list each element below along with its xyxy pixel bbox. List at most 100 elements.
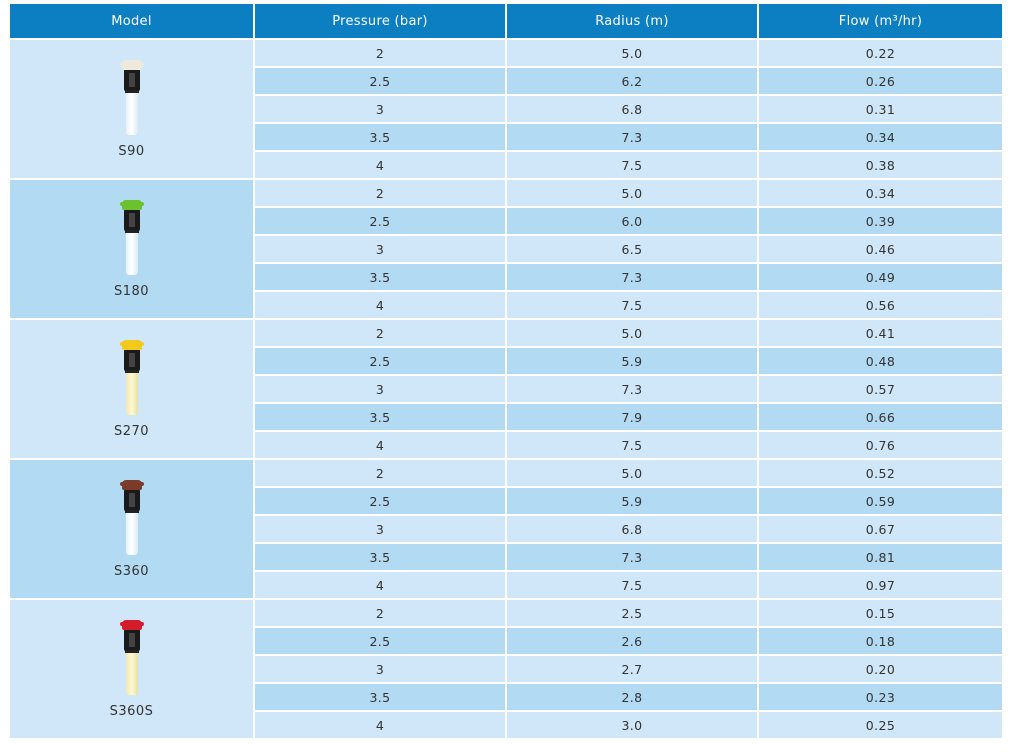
flow-cell: 0.46	[758, 234, 1002, 263]
radius-cell: 7.5	[506, 150, 759, 179]
flow-cell: 0.15	[758, 598, 1002, 627]
table-row: 3 6.5 0.46	[10, 234, 1002, 263]
table-row: S360S 2 2.5 0.15	[10, 598, 1002, 738]
model-cell: S360	[10, 458, 255, 599]
table-row: 3.5 2.8 0.23	[10, 682, 1002, 711]
flow-cell: 0.41	[758, 318, 1002, 347]
table-row: 3 6.8 0.31	[10, 94, 1002, 123]
pressure-cell: 2.5	[254, 486, 507, 515]
flow-cell: 0.48	[758, 346, 1002, 375]
pressure-cell: 3	[254, 94, 507, 123]
pressure-cell: 3.5	[254, 542, 507, 571]
table-row: S90 2 5.0 0.22	[10, 38, 1002, 179]
pressure-cell: 2.5	[254, 206, 507, 235]
nozzle-cap	[119, 479, 144, 490]
pressure-cell: 2.5	[254, 346, 507, 375]
pressure-cell: 3.5	[254, 262, 507, 291]
radius-cell: 7.9	[506, 402, 759, 431]
pressure-cell: 4	[254, 570, 507, 599]
table-row: 4 3.0 0.25	[10, 710, 1002, 738]
radius-cell: 2.5	[506, 598, 759, 627]
flow-cell: 0.31	[758, 94, 1002, 123]
radius-cell: 7.3	[506, 122, 759, 151]
nozzle-image	[117, 199, 147, 276]
flow-cell: 0.26	[758, 66, 1002, 95]
model-label: S360S	[109, 703, 154, 719]
flow-cell: 0.67	[758, 514, 1002, 543]
model-label: S90	[118, 143, 145, 159]
radius-cell: 5.0	[506, 458, 759, 487]
flow-cell: 0.23	[758, 682, 1002, 711]
flow-cell: 0.76	[758, 430, 1002, 459]
flow-cell: 0.39	[758, 206, 1002, 235]
pressure-cell: 3	[254, 234, 507, 263]
flow-cell: 0.59	[758, 486, 1002, 515]
nozzle-cap	[119, 59, 144, 70]
spec-table-container: Model Pressure (bar) Radius (m) Flow (m³…	[10, 4, 1002, 738]
flow-cell: 0.38	[758, 150, 1002, 179]
table-row: 3 6.8 0.67	[10, 514, 1002, 543]
table-row: 3.5 7.3 0.34	[10, 122, 1002, 151]
table-row: 3 7.3 0.57	[10, 374, 1002, 403]
pressure-cell: 2	[254, 38, 507, 67]
table-row: 2.5 2.6 0.18	[10, 626, 1002, 655]
radius-cell: 6.8	[506, 514, 759, 543]
table-row: 4 7.5 0.38	[10, 150, 1002, 179]
flow-cell: 0.52	[758, 458, 1002, 487]
flow-cell: 0.81	[758, 542, 1002, 571]
radius-cell: 2.6	[506, 626, 759, 655]
nozzle-spec-table: Model Pressure (bar) Radius (m) Flow (m³…	[10, 4, 1002, 738]
header-radius: Radius (m)	[506, 4, 759, 39]
header-row: Model Pressure (bar) Radius (m) Flow (m³…	[10, 4, 1002, 39]
radius-cell: 5.9	[506, 346, 759, 375]
pressure-cell: 4	[254, 150, 507, 179]
pressure-cell: 2	[254, 318, 507, 347]
pressure-cell: 3.5	[254, 402, 507, 431]
table-row: 4 7.5 0.56	[10, 290, 1002, 319]
model-label: S360	[113, 563, 150, 579]
pressure-cell: 3	[254, 514, 507, 543]
nozzle-image	[117, 59, 147, 136]
flow-cell: 0.34	[758, 122, 1002, 151]
table-row: S270 2 5.0 0.41	[10, 318, 1002, 459]
pressure-cell: 3	[254, 374, 507, 403]
pressure-cell: 4	[254, 710, 507, 738]
nozzle-cap	[119, 199, 144, 210]
radius-cell: 5.0	[506, 178, 759, 207]
radius-cell: 5.9	[506, 486, 759, 515]
table-row: S180 2 5.0 0.34	[10, 178, 1002, 319]
nozzle-image	[117, 339, 147, 416]
flow-cell: 0.56	[758, 290, 1002, 319]
table-row: 3.5 7.3 0.49	[10, 262, 1002, 291]
pressure-cell: 4	[254, 290, 507, 319]
model-cell: S90	[10, 38, 255, 179]
radius-cell: 3.0	[506, 710, 759, 738]
radius-cell: 6.5	[506, 234, 759, 263]
flow-cell: 0.22	[758, 38, 1002, 67]
model-label: S180	[113, 283, 150, 299]
radius-cell: 6.0	[506, 206, 759, 235]
table-row: 2.5 6.2 0.26	[10, 66, 1002, 95]
pressure-cell: 2	[254, 178, 507, 207]
radius-cell: 7.5	[506, 570, 759, 599]
flow-cell: 0.66	[758, 402, 1002, 431]
nozzle-image	[117, 479, 147, 556]
flow-cell: 0.20	[758, 654, 1002, 683]
nozzle-cap	[119, 339, 144, 350]
pressure-cell: 2	[254, 598, 507, 627]
pressure-cell: 2.5	[254, 626, 507, 655]
table-row: 2.5 5.9 0.48	[10, 346, 1002, 375]
nozzle-image	[117, 619, 147, 696]
table-row: 3 2.7 0.20	[10, 654, 1002, 683]
model-label: S270	[113, 423, 150, 439]
radius-cell: 7.3	[506, 262, 759, 291]
flow-cell: 0.18	[758, 626, 1002, 655]
pressure-cell: 4	[254, 430, 507, 459]
header-flow: Flow (m³/hr)	[758, 4, 1002, 39]
flow-cell: 0.34	[758, 178, 1002, 207]
nozzle-cap	[119, 619, 144, 630]
flow-cell: 0.49	[758, 262, 1002, 291]
radius-cell: 7.5	[506, 290, 759, 319]
header-model: Model	[10, 4, 255, 39]
table-row: 4 7.5 0.76	[10, 430, 1002, 459]
